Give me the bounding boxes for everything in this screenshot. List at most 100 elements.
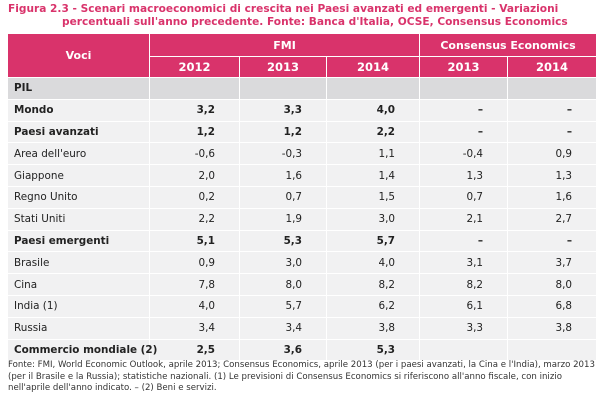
row-label: Stati Uniti	[7, 207, 150, 231]
table-cell: 8,0	[507, 273, 598, 296]
row-label: Cina	[7, 273, 150, 296]
table-cell: 3,4	[239, 316, 327, 340]
table-cell: 1,2	[149, 120, 240, 144]
table-cell: 3,6	[239, 338, 327, 362]
table-cell: 1,6	[239, 164, 327, 187]
header-year-fmi-2014: 2014	[325, 56, 421, 78]
table-cell	[507, 77, 598, 100]
table-row: Russia 3,4 3,4 3,8 3,3 3,8	[7, 316, 598, 340]
growth-table: Voci FMI Consensus Economics 2012 2013 2…	[7, 33, 598, 362]
row-label: Brasile	[7, 251, 150, 275]
section-label-pil: PIL	[7, 77, 150, 100]
table-cell: -0,6	[149, 142, 240, 166]
table-row: Mondo 3,2 3,3 4,0 – –	[7, 98, 598, 122]
table-cell: 0,7	[419, 185, 509, 209]
table-cell: 8,2	[325, 273, 421, 296]
header-year-consensus-2014: 2014	[507, 56, 598, 78]
table-cell: 6,1	[419, 294, 509, 318]
table-row: Paesi emergenti 5,1 5,3 5,7 – –	[7, 229, 598, 253]
table-cell: 2,0	[149, 164, 240, 187]
table-body: PIL Mondo 3,2 3,3 4,0 – – Paesi avanzati…	[7, 77, 598, 362]
header-year-consensus-2013: 2013	[419, 56, 509, 78]
table-cell: 2,7	[507, 207, 598, 231]
table-cell: 6,2	[325, 294, 421, 318]
row-label: Paesi emergenti	[7, 229, 150, 253]
table-cell: 1,1	[325, 142, 421, 166]
header-voci: Voci	[7, 33, 150, 78]
table-cell: 1,3	[419, 164, 509, 187]
table-cell: 5,7	[239, 294, 327, 318]
row-label: Giappone	[7, 164, 150, 187]
table-row: Giappone 2,0 1,6 1,4 1,3 1,3	[7, 164, 598, 187]
row-label: Commercio mondiale (2)	[7, 338, 157, 362]
table-cell: 5,3	[325, 338, 421, 362]
table-cell: 2,2	[149, 207, 240, 231]
source-footnote: Fonte: FMI, World Economic Outlook, apri…	[8, 360, 595, 393]
table-cell	[419, 338, 509, 362]
table-cell: 2,1	[419, 207, 509, 231]
table-row: Area dell'euro -0,6 -0,3 1,1 -0,4 0,9	[7, 142, 598, 166]
figure-caption: Figura 2.3 - Scenari macroeconomici di c…	[8, 3, 596, 29]
table-cell: 0,9	[149, 251, 240, 275]
table-cell: 3,3	[419, 316, 509, 340]
table-cell: 0,9	[507, 142, 598, 166]
table-cell: 3,0	[325, 207, 421, 231]
table-cell: 7,8	[149, 273, 240, 296]
table-cell: 8,2	[419, 273, 509, 296]
table-cell	[149, 77, 240, 100]
table-row: Stati Uniti 2,2 1,9 3,0 2,1 2,7	[7, 207, 598, 231]
table-cell: –	[419, 229, 509, 253]
table-row: Regno Unito 0,2 0,7 1,5 0,7 1,6	[7, 185, 598, 209]
table-row: India (1) 4,0 5,7 6,2 6,1 6,8	[7, 294, 598, 318]
table-row: Commercio mondiale (2) 2,5 3,6 5,3	[7, 338, 598, 362]
table-cell: 4,0	[325, 98, 421, 122]
table-cell: 5,1	[149, 229, 240, 253]
table-cell: -0,3	[239, 142, 327, 166]
table-cell: 1,5	[325, 185, 421, 209]
table-cell: 1,4	[325, 164, 421, 187]
table-cell	[419, 77, 509, 100]
table-cell: 4,0	[325, 251, 421, 275]
table-cell: 2,5	[149, 338, 240, 362]
table-cell: –	[507, 98, 598, 122]
header-year-fmi-2012: 2012	[149, 56, 240, 78]
table-cell: 1,6	[507, 185, 598, 209]
table-cell: 5,3	[239, 229, 327, 253]
table-cell: 8,0	[239, 273, 327, 296]
section-row-pil: PIL	[7, 77, 598, 100]
row-label: Mondo	[7, 98, 150, 122]
table-cell: –	[507, 229, 598, 253]
table-cell	[507, 338, 598, 362]
table-cell: -0,4	[419, 142, 509, 166]
header-group-fmi: FMI	[148, 33, 421, 57]
table-cell: 3,8	[507, 316, 598, 340]
table-cell: 4,0	[149, 294, 240, 318]
table-cell: –	[507, 120, 598, 144]
caption-line-2: percentuali sull'anno precedente. Fonte:…	[62, 16, 568, 28]
table-cell: 3,1	[419, 251, 509, 275]
table-cell: –	[419, 98, 509, 122]
table-row: Brasile 0,9 3,0 4,0 3,1 3,7	[7, 251, 598, 275]
table-cell: 3,0	[239, 251, 327, 275]
table-cell: 2,2	[325, 120, 421, 144]
table-header: Voci FMI Consensus Economics 2012 2013 2…	[7, 33, 598, 78]
table-cell: 6,8	[507, 294, 598, 318]
row-label: Area dell'euro	[7, 142, 150, 166]
row-label: Russia	[7, 316, 150, 340]
row-label: Paesi avanzati	[7, 120, 150, 144]
header-group-consensus: Consensus Economics	[419, 33, 598, 57]
table-cell: 1,3	[507, 164, 598, 187]
table-cell: 3,4	[149, 316, 240, 340]
table-cell: 3,8	[325, 316, 421, 340]
table-cell: 0,7	[239, 185, 327, 209]
row-label: India (1)	[7, 294, 150, 318]
header-year-fmi-2013: 2013	[239, 56, 327, 78]
caption-line-1: Figura 2.3 - Scenari macroeconomici di c…	[8, 3, 559, 15]
row-label: Regno Unito	[7, 185, 150, 209]
table-row: Paesi avanzati 1,2 1,2 2,2 – –	[7, 120, 598, 144]
table-cell: 3,2	[149, 98, 240, 122]
table-cell: 3,3	[239, 98, 327, 122]
table-cell: 1,2	[239, 120, 327, 144]
table-cell	[239, 77, 327, 100]
